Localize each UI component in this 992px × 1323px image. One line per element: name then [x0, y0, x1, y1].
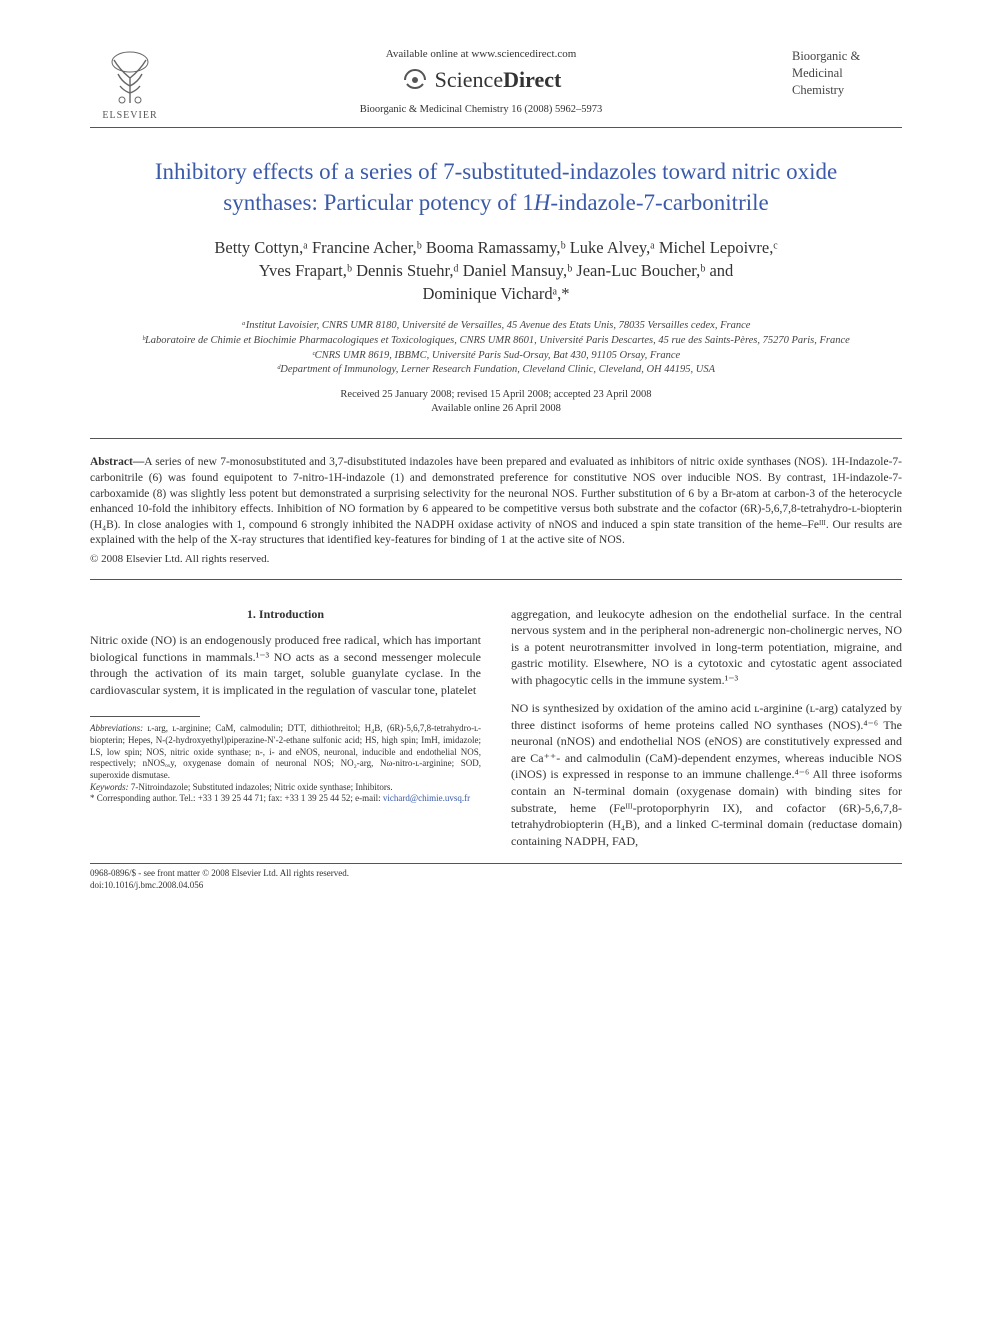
corr-text: Tel.: +33 1 39 25 44 71; fax: +33 1 39 2… — [177, 793, 383, 803]
abstract-block: Abstract—A series of new 7-monosubstitut… — [90, 455, 902, 548]
authors-line-2: Yves Frapart,ᵇ Dennis Stuehr,ᵈ Daniel Ma… — [130, 259, 862, 282]
intro-paragraph-2-right: NO is synthesized by oxidation of the am… — [511, 700, 902, 849]
corr-email[interactable]: vichard@chimie.uvsq.fr — [383, 793, 470, 803]
intro-paragraph-1-right: aggregation, and leukocyte adhesion on t… — [511, 606, 902, 689]
abstract-top-rule — [90, 438, 902, 439]
section-heading-intro: 1. Introduction — [90, 606, 481, 623]
header-rule — [90, 127, 902, 128]
journal-name-l2: Medicinal — [792, 65, 902, 82]
publisher-label: ELSEVIER — [102, 110, 157, 121]
abbrev-label: Abbreviations: — [90, 723, 143, 733]
publisher-logo-block: ELSEVIER — [90, 48, 170, 121]
corr-label: * Corresponding author. — [90, 793, 177, 803]
authors-line-3: Dominique Vichardᵃ,* — [130, 282, 862, 305]
authors-line-1: Betty Cottyn,ᵃ Francine Acher,ᵇ Booma Ra… — [130, 236, 862, 259]
affiliations: ᵃInstitut Lavoisier, CNRS UMR 8180, Univ… — [120, 319, 872, 378]
keywords-label: Keywords: — [90, 782, 129, 792]
keywords-footnote: Keywords: 7-Nitroindazole; Substituted i… — [90, 782, 481, 794]
citation-line: Bioorganic & Medicinal Chemistry 16 (200… — [190, 104, 772, 115]
header-center: Available online at www.sciencedirect.co… — [170, 48, 792, 115]
sciencedirect-wordmark: ScienceDirect — [435, 67, 562, 93]
sd-plain: Science — [435, 67, 503, 92]
article-title: Inhibitory effects of a series of 7-subs… — [120, 156, 872, 218]
intro-paragraph-1-left: Nitric oxide (NO) is an endogenously pro… — [90, 632, 481, 698]
front-matter-line: 0968-0896/$ - see front matter © 2008 El… — [90, 868, 902, 880]
doi-block: 0968-0896/$ - see front matter © 2008 El… — [90, 868, 902, 891]
journal-header: ELSEVIER Available online at www.science… — [90, 48, 902, 121]
sciencedirect-swoosh-icon — [401, 66, 429, 94]
abstract-text: A series of new 7-monosubstituted and 3,… — [90, 456, 902, 546]
journal-name-l3: Chemistry — [792, 82, 902, 99]
sciencedirect-brand: ScienceDirect — [190, 66, 772, 94]
affiliation-c: ᶜCNRS UMR 8619, IBBMC, Université Paris … — [120, 349, 872, 364]
footnote-rule — [90, 716, 200, 717]
bottom-rule — [90, 863, 902, 864]
abstract-label: Abstract— — [90, 456, 144, 468]
abbreviations-footnote: Abbreviations: ʟ-arg, ʟ-arginine; CaM, c… — [90, 723, 481, 781]
sd-bold: Direct — [503, 67, 561, 92]
article-dates: Received 25 January 2008; revised 15 Apr… — [90, 388, 902, 416]
keywords-text: 7-Nitroindazole; Substituted indazoles; … — [129, 782, 393, 792]
dates-line-2: Available online 26 April 2008 — [90, 402, 902, 416]
elsevier-tree-icon — [100, 48, 160, 108]
author-list: Betty Cottyn,ᵃ Francine Acher,ᵇ Booma Ra… — [130, 236, 862, 305]
copyright-line: © 2008 Elsevier Ltd. All rights reserved… — [90, 553, 902, 565]
journal-name-l1: Bioorganic & — [792, 48, 902, 65]
affiliation-a: ᵃInstitut Lavoisier, CNRS UMR 8180, Univ… — [120, 319, 872, 334]
affiliation-b: ᵇLaboratoire de Chimie et Biochimie Phar… — [120, 334, 872, 349]
dates-line-1: Received 25 January 2008; revised 15 Apr… — [90, 388, 902, 402]
body-columns: 1. Introduction Nitric oxide (NO) is an … — [90, 606, 902, 850]
available-online-line: Available online at www.sciencedirect.co… — [190, 48, 772, 60]
abbrev-text: ʟ-arg, ʟ-arginine; CaM, calmodulin; DTT,… — [90, 723, 481, 780]
affiliation-d: ᵈDepartment of Immunology, Lerner Resear… — [120, 363, 872, 378]
right-column: aggregation, and leukocyte adhesion on t… — [511, 606, 902, 850]
corresponding-author-footnote: * Corresponding author. Tel.: +33 1 39 2… — [90, 793, 481, 805]
doi-line: doi:10.1016/j.bmc.2008.04.056 — [90, 880, 902, 892]
left-column: 1. Introduction Nitric oxide (NO) is an … — [90, 606, 481, 850]
journal-name-block: Bioorganic & Medicinal Chemistry — [792, 48, 902, 99]
abstract-bottom-rule — [90, 579, 902, 580]
